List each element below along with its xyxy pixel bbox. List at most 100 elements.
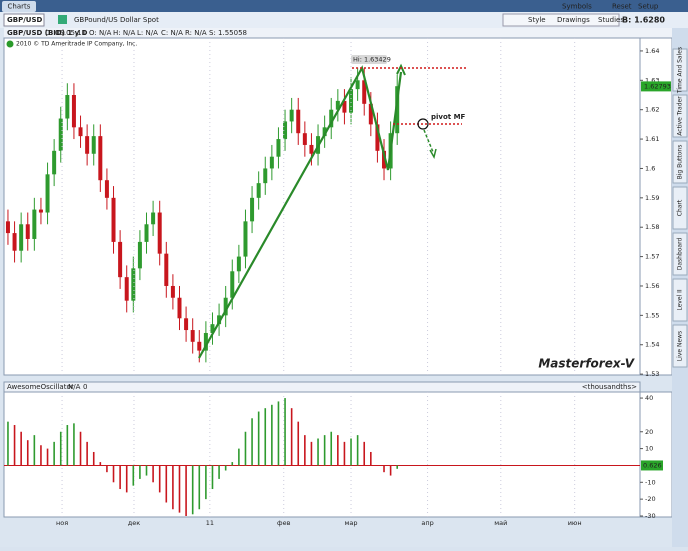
logo (6, 40, 14, 48)
x-tick-label: апр (421, 519, 433, 527)
y-tick-label: -20 (645, 495, 656, 503)
candle-body (144, 224, 149, 242)
toolbar-button[interactable]: Style (528, 16, 546, 24)
candle-body (197, 341, 202, 351)
tab[interactable] (2, 1, 36, 12)
candle-body (210, 324, 215, 333)
candle-body (164, 253, 169, 286)
candle-body (45, 174, 50, 213)
side-tab-label[interactable]: Active Trader (677, 96, 684, 136)
y-tick-label: 1.55 (645, 311, 659, 319)
side-tab-label[interactable]: Time And Sales (677, 47, 684, 94)
y-tick-label: 1.63 (645, 76, 659, 84)
x-tick-label: мар (345, 519, 358, 527)
last-value: 0.626 (643, 461, 662, 469)
y-tick-label: 1.61 (645, 135, 659, 143)
side-tab[interactable] (672, 48, 688, 92)
side-tab[interactable] (672, 140, 688, 184)
candle-body (342, 100, 347, 113)
x-tick-label: июн (568, 519, 582, 527)
tab-label[interactable]: Charts (8, 3, 31, 11)
candle-body (375, 124, 380, 151)
side-tab[interactable] (672, 232, 688, 276)
side-tab-label[interactable]: Live News (677, 331, 684, 361)
candle-body (151, 212, 156, 225)
last-value-tag (641, 460, 663, 471)
info-item: H: N/A (113, 29, 135, 37)
y-tick-label: -30 (645, 512, 656, 520)
y-tick-label: -10 (645, 478, 656, 486)
candle-body (32, 209, 37, 239)
study-status: 0 (83, 383, 87, 391)
last-price: 1.62793 (644, 82, 671, 90)
candle-body (395, 86, 400, 134)
arrow-head (429, 148, 437, 159)
watermark: Masterforex-V (538, 357, 635, 371)
candle-body (309, 144, 314, 154)
side-tab[interactable] (672, 186, 688, 230)
trend-line (198, 65, 403, 359)
top-button[interactable]: Setup (638, 3, 659, 11)
side-tab-label[interactable]: Dashboard (677, 238, 684, 271)
info-item: D: 05.05.11 (45, 29, 86, 37)
study-title: AwesomeOscillator (7, 383, 74, 391)
description: GBPound/US Dollar Spot (74, 16, 159, 24)
candle-body (349, 89, 354, 113)
candle-body (137, 241, 142, 269)
candle-body (124, 277, 129, 301)
x-tick-label: 11 (206, 519, 214, 527)
candle-body (58, 118, 63, 151)
candle-body (368, 103, 373, 125)
toolbar-button[interactable]: Studies (598, 16, 624, 24)
x-tick-label: май (494, 519, 507, 527)
candle-body (322, 127, 327, 137)
study-header (3, 381, 641, 393)
candle-body (78, 127, 83, 137)
candle-body (230, 271, 235, 298)
side-tab-label[interactable]: Big Buttons (677, 145, 684, 180)
candle-body (177, 297, 182, 319)
candle-body (111, 197, 116, 242)
side-tab[interactable] (672, 94, 688, 138)
candle-body (269, 156, 274, 169)
arrow-head (396, 63, 406, 76)
candle-body (190, 330, 195, 342)
side-tab-label[interactable]: Level II (677, 289, 684, 311)
candle-body (85, 136, 90, 154)
candle-body (38, 209, 43, 213)
y-tick-label: 1.62 (645, 106, 659, 114)
top-button[interactable]: Reset (612, 3, 632, 11)
side-tab[interactable] (672, 278, 688, 322)
title-bar (0, 0, 688, 12)
candle-body (118, 241, 123, 278)
y-tick-label: 20 (645, 428, 653, 436)
study-panel (3, 391, 641, 518)
info-item: R: N/A (185, 29, 207, 37)
candle-body (25, 224, 30, 239)
panel-title: GBP/USD (BID) 1 y D (7, 29, 88, 37)
candle-body (250, 197, 255, 222)
symbol[interactable]: GBP/USD (7, 16, 42, 24)
candle-body (335, 100, 340, 110)
x-tick-label: ноя (56, 519, 68, 527)
toolbar-button[interactable]: Drawings (557, 16, 590, 24)
top-button[interactable]: Symbols (562, 3, 592, 11)
symbol-box[interactable] (3, 13, 45, 27)
candle-body (104, 180, 109, 198)
candle-body (217, 315, 222, 325)
x-tick-label: дек (128, 519, 140, 527)
info-item: O: N/A (89, 29, 112, 37)
projection (423, 129, 434, 153)
high-label: Hi: 1.63429 (353, 56, 391, 64)
candle-body (170, 285, 175, 298)
candle-body (382, 150, 387, 169)
side-tab[interactable] (672, 324, 688, 368)
candle-body (355, 80, 360, 90)
side-tab-label[interactable]: Chart (677, 199, 684, 216)
y-tick-label: 1.57 (645, 253, 659, 261)
info-item: L: N/A (137, 29, 158, 37)
candle-body (276, 139, 281, 157)
study-status: N/A (68, 383, 81, 391)
icon (58, 15, 67, 24)
